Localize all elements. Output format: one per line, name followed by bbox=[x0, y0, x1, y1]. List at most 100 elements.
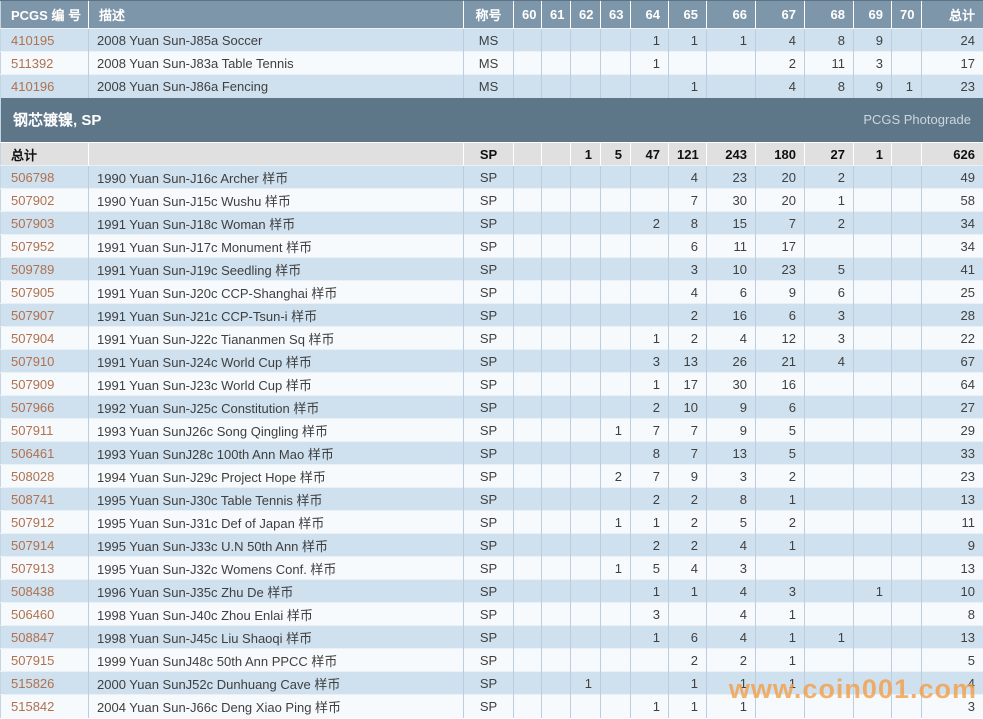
column-header-desc: 描述 bbox=[88, 0, 464, 29]
grade-64-cell bbox=[630, 257, 669, 281]
coin-description-cell: 1993 Yuan SunJ28c 100th Ann Mao 样币 bbox=[88, 441, 464, 465]
grade-67-cell: 2 bbox=[755, 51, 805, 75]
coin-description-cell bbox=[88, 142, 464, 166]
row-total-cell: 25 bbox=[921, 280, 983, 304]
grade-62-cell bbox=[570, 533, 601, 557]
grade-68-cell: 27 bbox=[804, 142, 854, 166]
grade-65-cell bbox=[668, 602, 707, 626]
coin-description-cell: 1998 Yuan Sun-J45c Liu Shaoqi 样币 bbox=[88, 625, 464, 649]
grade-66-cell bbox=[706, 74, 756, 98]
grade-62-cell bbox=[570, 165, 601, 189]
grade-63-cell: 1 bbox=[600, 418, 631, 442]
pcgs-number-link[interactable]: 506461 bbox=[0, 441, 89, 465]
table-row: 507952 1991 Yuan Sun-J17c Monument 样币 SP 6 1… bbox=[0, 234, 983, 258]
pcgs-number-link[interactable]: 511392 bbox=[0, 51, 89, 75]
grade-65-cell: 6 bbox=[668, 234, 707, 258]
pcgs-number-link[interactable]: 515826 bbox=[0, 671, 89, 695]
column-header-69: 69 bbox=[853, 0, 892, 29]
grade-61-cell bbox=[541, 234, 571, 258]
grade-63-cell: 1 bbox=[600, 510, 631, 534]
grade-64-cell: 2 bbox=[630, 211, 669, 235]
grade-68-cell bbox=[804, 441, 854, 465]
grade-65-cell: 7 bbox=[668, 418, 707, 442]
pcgs-number-link[interactable]: 507915 bbox=[0, 648, 89, 672]
grade-70-cell bbox=[891, 234, 922, 258]
coin-description-cell: 1990 Yuan Sun-J16c Archer 样币 bbox=[88, 165, 464, 189]
grade-67-cell: 2 bbox=[755, 464, 805, 488]
grade-61-cell bbox=[541, 556, 571, 580]
pcgs-number-link[interactable]: 507902 bbox=[0, 188, 89, 212]
pcgs-number-link[interactable]: 507903 bbox=[0, 211, 89, 235]
pcgs-number-link[interactable]: 507914 bbox=[0, 533, 89, 557]
pcgs-number-link[interactable]: 508438 bbox=[0, 579, 89, 603]
grade-66-cell: 23 bbox=[706, 165, 756, 189]
grade-60-cell bbox=[513, 556, 542, 580]
grade-69-cell bbox=[853, 510, 892, 534]
row-total-cell: 11 bbox=[921, 510, 983, 534]
grade-67-cell: 1 bbox=[755, 625, 805, 649]
pcgs-number-link[interactable]: 507909 bbox=[0, 372, 89, 396]
grade-69-cell bbox=[853, 533, 892, 557]
grade-65-cell: 1 bbox=[668, 28, 707, 52]
grade-64-cell: 1 bbox=[630, 579, 669, 603]
pcgs-number-link[interactable]: 410195 bbox=[0, 28, 89, 52]
pcgs-number-link[interactable]: 507911 bbox=[0, 418, 89, 442]
grade-63-cell bbox=[600, 648, 631, 672]
photograde-link[interactable]: PCGS Photograde bbox=[863, 112, 971, 128]
section-body: 钢芯镀镍, SP PCGS Photograde bbox=[0, 97, 983, 143]
pcgs-number-link[interactable]: 508028 bbox=[0, 464, 89, 488]
grade-63-cell bbox=[600, 326, 631, 350]
pcgs-number-link[interactable]: 507910 bbox=[0, 349, 89, 373]
coin-description-cell: 1995 Yuan Sun-J33c U.N 50th Ann 样币 bbox=[88, 533, 464, 557]
coin-description-cell: 1994 Yuan Sun-J29c Project Hope 样币 bbox=[88, 464, 464, 488]
designation-cell: SP bbox=[463, 556, 514, 580]
pcgs-number-link[interactable]: 507912 bbox=[0, 510, 89, 534]
grade-65-cell: 13 bbox=[668, 349, 707, 373]
grade-64-cell: 7 bbox=[630, 464, 669, 488]
grade-67-cell: 4 bbox=[755, 28, 805, 52]
grade-61-cell bbox=[541, 74, 571, 98]
grade-70-cell bbox=[891, 28, 922, 52]
grade-65-cell: 7 bbox=[668, 441, 707, 465]
grade-62-cell bbox=[570, 694, 601, 718]
pcgs-number-link[interactable]: 507952 bbox=[0, 234, 89, 258]
pcgs-number-link[interactable]: 506798 bbox=[0, 165, 89, 189]
pcgs-number-link[interactable]: 509789 bbox=[0, 257, 89, 281]
grade-69-cell bbox=[853, 487, 892, 511]
pcgs-number-link[interactable]: 507966 bbox=[0, 395, 89, 419]
row-total-cell: 64 bbox=[921, 372, 983, 396]
column-header-total: 总计 bbox=[921, 0, 983, 29]
grade-61-cell bbox=[541, 188, 571, 212]
grade-63-cell bbox=[600, 533, 631, 557]
pcgs-number-link[interactable]: 515842 bbox=[0, 694, 89, 718]
grade-65-cell: 6 bbox=[668, 625, 707, 649]
grade-60-cell bbox=[513, 51, 542, 75]
pcgs-number-link[interactable]: 508847 bbox=[0, 625, 89, 649]
pcgs-number-link[interactable]: 507905 bbox=[0, 280, 89, 304]
grade-63-cell bbox=[600, 234, 631, 258]
grade-68-cell bbox=[804, 487, 854, 511]
grade-67-cell: 12 bbox=[755, 326, 805, 350]
pcgs-number-link[interactable]: 506460 bbox=[0, 602, 89, 626]
grade-60-cell bbox=[513, 142, 542, 166]
designation-cell: SP bbox=[463, 694, 514, 718]
coin-description-cell: 1995 Yuan Sun-J30c Table Tennis 样币 bbox=[88, 487, 464, 511]
grade-63-cell bbox=[600, 349, 631, 373]
table-row: 506461 1993 Yuan SunJ28c 100th Ann Mao 样币… bbox=[0, 441, 983, 465]
grade-62-cell bbox=[570, 625, 601, 649]
table-row: 507905 1991 Yuan Sun-J20c CCP-Shanghai 样币… bbox=[0, 280, 983, 304]
grade-61-cell bbox=[541, 533, 571, 557]
pcgs-number-link[interactable]: 410196 bbox=[0, 74, 89, 98]
table-row: 507913 1995 Yuan Sun-J32c Womens Conf. 样币… bbox=[0, 556, 983, 580]
pcgs-number-link[interactable]: 507913 bbox=[0, 556, 89, 580]
pcgs-number-link[interactable]: 508741 bbox=[0, 487, 89, 511]
grade-63-cell bbox=[600, 188, 631, 212]
grade-62-cell bbox=[570, 211, 601, 235]
pcgs-number-link[interactable]: 507904 bbox=[0, 326, 89, 350]
grade-70-cell bbox=[891, 211, 922, 235]
designation-cell: MS bbox=[463, 51, 514, 75]
pcgs-number-link[interactable]: 507907 bbox=[0, 303, 89, 327]
designation-cell: SP bbox=[463, 234, 514, 258]
grade-65-cell: 17 bbox=[668, 372, 707, 396]
grade-65-cell: 2 bbox=[668, 510, 707, 534]
